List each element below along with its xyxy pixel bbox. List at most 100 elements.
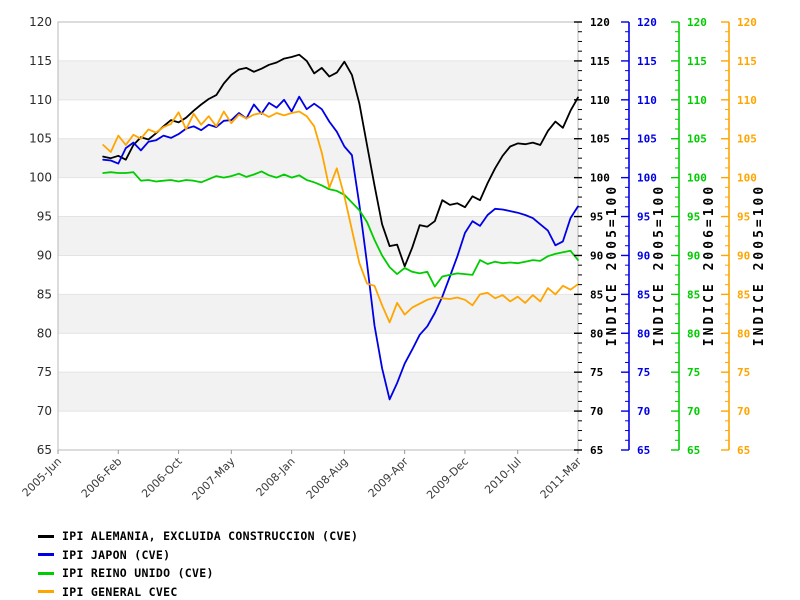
- y-tick-label-right: 95: [737, 211, 750, 224]
- y-tick-label-left: 100: [29, 171, 52, 185]
- y-tick-label-right: 100: [737, 172, 757, 185]
- y-tick-label-right: 90: [737, 249, 750, 262]
- legend-item-general: IPI GENERAL CVEC: [38, 583, 358, 600]
- y-tick-label-right: 95: [590, 211, 603, 224]
- y-tick-label-right: 65: [590, 444, 603, 457]
- y-tick-label-right: 90: [590, 249, 603, 262]
- y-tick-label-left: 120: [29, 15, 52, 29]
- y-tick-label-right: 85: [737, 288, 750, 301]
- x-tick-label: 2009-Dec: [424, 455, 471, 502]
- y-tick-label-right: 65: [737, 444, 750, 457]
- y-tick-label-left: 95: [37, 210, 52, 224]
- y-tick-label-right: 110: [590, 94, 610, 107]
- y-tick-label-right: 120: [637, 16, 657, 29]
- y-tick-label-left: 115: [29, 54, 52, 68]
- y-tick-label-right: 70: [737, 405, 750, 418]
- y-tick-label-left: 90: [37, 248, 52, 262]
- y-tick-label-right: 70: [687, 405, 700, 418]
- y-tick-label-right: 110: [637, 94, 657, 107]
- y-tick-label-right: 65: [687, 444, 700, 457]
- y-tick-label-left: 105: [29, 132, 52, 146]
- x-tick-label: 2009-Apr: [366, 455, 411, 500]
- legend-label-alemania: IPI ALEMANIA, EXCLUIDA CONSTRUCCION (CVE…: [62, 529, 359, 544]
- right-axis-japon: 65 70 75 80 85 90 95 100 105 110 115 120 INDICE 2005…: [621, 16, 667, 457]
- y-tick-label-left: 70: [37, 404, 52, 418]
- series-line-reino-unido: [102, 170, 579, 288]
- x-tick-label: 2005-Jun: [20, 455, 64, 499]
- legend-label-reino-unido: IPI REINO UNIDO (CVE): [62, 566, 214, 581]
- axis-unit-label: INDICE 2005=100: [652, 184, 667, 346]
- y-tick-label-right: 65: [637, 444, 650, 457]
- y-tick-label-left: 80: [37, 326, 52, 340]
- legend-item-alemania: IPI ALEMANIA, EXCLUIDA CONSTRUCCION (CVE…: [38, 527, 358, 546]
- y-tick-label-right: 100: [590, 172, 610, 185]
- legend-swatch-reino-unido: [38, 571, 54, 575]
- y-tick-label-right: 80: [590, 327, 603, 340]
- x-tick-label: 2008-Jan: [254, 455, 298, 499]
- y-tick-label-right: 110: [687, 94, 707, 107]
- y-tick-label-right: 115: [737, 55, 757, 68]
- y-tick-label-right: 75: [637, 366, 650, 379]
- y-tick-label-right: 70: [590, 405, 603, 418]
- series-line-general: [102, 110, 579, 324]
- y-axis-left: 65 70 75 80 85 90 95 100 105 110 115 120: [29, 15, 52, 457]
- x-tick-label: 2011-Mar: [538, 455, 585, 502]
- y-tick-label-right: 95: [687, 211, 700, 224]
- y-tick-label-right: 85: [590, 288, 603, 301]
- axis-unit-label: INDICE 2005=100: [605, 184, 620, 346]
- legend-swatch-general: [38, 590, 54, 594]
- y-tick-label-right: 75: [737, 366, 750, 379]
- legend-item-japon: IPI JAPON (CVE): [38, 546, 358, 565]
- legend-swatch-japon: [38, 553, 54, 557]
- legend-swatch-alemania: [38, 534, 54, 538]
- y-tick-label-right: 100: [637, 172, 657, 185]
- y-tick-label-left: 75: [37, 365, 52, 379]
- y-tick-label-right: 90: [637, 249, 650, 262]
- y-tick-label-right: 100: [687, 172, 707, 185]
- y-tick-label-right: 105: [687, 133, 707, 146]
- right-axis-reino-unido: 65 70 75 80 85 90 95 100 105 110 115 120 INDICE 2006…: [671, 16, 717, 457]
- y-tick-label-right: 110: [737, 94, 757, 107]
- legend-item-reino-unido: IPI REINO UNIDO (CVE): [38, 564, 358, 583]
- y-tick-label-right: 115: [637, 55, 657, 68]
- right-axis-alemania: 65 70 75 80 85 90 95 100 105 110 115 120 INDICE 2005…: [574, 16, 620, 457]
- series-lines: [102, 53, 579, 401]
- y-tick-label-right: 115: [687, 55, 707, 68]
- y-tick-label-right: 105: [637, 133, 657, 146]
- y-tick-label-right: 120: [737, 16, 757, 29]
- y-tick-label-right: 75: [590, 366, 603, 379]
- x-tick-label: 2007-May: [190, 455, 238, 503]
- y-tick-label-right: 85: [637, 288, 650, 301]
- axis-unit-label: INDICE 2005=100: [752, 184, 767, 346]
- y-tick-label-right: 80: [637, 327, 650, 340]
- y-tick-label-right: 105: [590, 133, 610, 146]
- y-tick-label-right: 85: [687, 288, 700, 301]
- right-axis-general: 65 70 75 80 85 90 95 100 105 110 115 120 INDICE 2005…: [721, 16, 767, 457]
- plot-bands: [58, 60, 578, 412]
- y-tick-label-right: 115: [590, 55, 610, 68]
- y-tick-label-right: 120: [687, 16, 707, 29]
- y-tick-label-right: 75: [687, 366, 700, 379]
- series-line-japon: [102, 95, 579, 401]
- y-tick-label-right: 80: [687, 327, 700, 340]
- y-tick-label-right: 95: [637, 211, 650, 224]
- x-axis: 2005-Jun 2006-Feb 2006-Oct 2007-May 2008-Jan…: [20, 450, 585, 503]
- y-tick-label-right: 70: [637, 405, 650, 418]
- y-tick-label-left: 110: [29, 93, 52, 107]
- y-tick-label-right: 90: [687, 249, 700, 262]
- legend-label-japon: IPI JAPON (CVE): [62, 547, 171, 562]
- y-tick-label-right: 80: [737, 327, 750, 340]
- y-tick-label-left: 65: [37, 443, 52, 457]
- axis-unit-label: INDICE 2006=100: [702, 184, 717, 346]
- x-tick-label: 2008-Aug: [304, 455, 351, 502]
- y-tick-label-left: 85: [37, 287, 52, 301]
- x-tick-label: 2010-Jul: [482, 455, 524, 497]
- legend-label-general: IPI GENERAL CVEC: [62, 584, 178, 599]
- y-tick-label-right: 120: [590, 16, 610, 29]
- legend: IPI ALEMANIA, EXCLUIDA CONSTRUCCION (CVE…: [38, 527, 358, 600]
- x-tick-label: 2006-Feb: [79, 455, 125, 501]
- x-tick-label: 2006-Oct: [139, 454, 185, 500]
- y-tick-label-right: 105: [737, 133, 757, 146]
